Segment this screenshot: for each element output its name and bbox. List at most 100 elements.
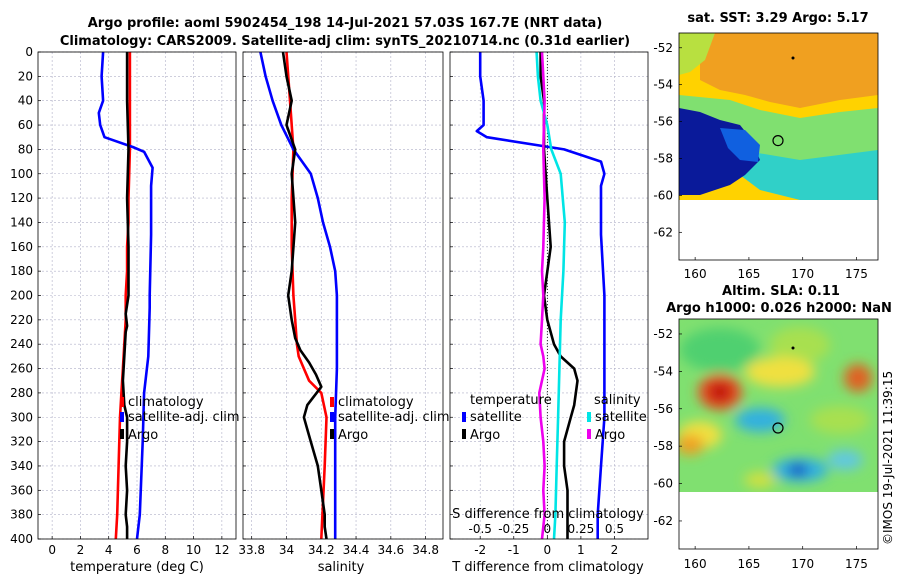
sla-blob (735, 408, 785, 432)
y-tick-label: 320 (10, 435, 33, 449)
map-x-tick-label: 160 (684, 267, 707, 281)
legend-satellite-swatch (330, 412, 334, 422)
figure-title-line1: Argo profile: aoml 5902454_198 14-Jul-20… (88, 16, 603, 31)
series-line-satellite-adj-clim (97, 51, 154, 540)
difference-legend: temperature satellite Argo salinity sate… (462, 393, 647, 443)
series-line-argo (281, 51, 328, 540)
top-x-tick-label: 0.5 (605, 522, 624, 536)
legend-satellite-label: satellite-adj. clim (338, 410, 450, 425)
sla-blob (827, 450, 863, 470)
x-tick-label: 10 (186, 543, 201, 557)
y-tick-label: 120 (10, 191, 33, 205)
plot-frame (242, 51, 444, 540)
y-tick-label: 200 (10, 289, 33, 303)
sla-blob (810, 406, 870, 434)
map-y-tick-label: -60 (653, 477, 673, 491)
map-x-tick-label: 175 (845, 557, 868, 571)
sla-blob (680, 328, 760, 372)
salinity-xlabel: salinity (318, 560, 365, 575)
sla-blob (788, 464, 808, 476)
sla-map-title-line2: Argo h1000: 0.026 h2000: NaN (666, 301, 892, 316)
sst-cyan-region (740, 150, 878, 200)
difference-xlabel: T difference from climatology (451, 560, 644, 575)
map-x-tick-label: 165 (737, 557, 760, 571)
x-tick-label: 2 (611, 543, 619, 557)
legend-s-satellite-label: satellite (595, 410, 647, 425)
sst-cool-region (679, 95, 878, 170)
x-tick-label: 0 (48, 543, 56, 557)
y-tick-label: 40 (18, 94, 33, 108)
sst-warm-region (700, 33, 878, 108)
imos-credit: ©IMOS 19-Jul-2021 11:39:15 (881, 371, 895, 545)
sla-blob (679, 435, 704, 455)
y-tick-label: 340 (10, 459, 33, 473)
legend-satellite-swatch (120, 412, 124, 422)
map-x-tick-label: 165 (737, 267, 760, 281)
sst-argo-marker (772, 135, 784, 147)
map-y-tick-label: -56 (653, 402, 673, 416)
map-y-tick-label: -58 (653, 439, 673, 453)
y-tick-label: 160 (10, 240, 33, 254)
sst-map (678, 32, 879, 261)
top-x-tick-label: -0.25 (498, 522, 529, 536)
sla-map (678, 318, 879, 550)
top-x-tick-label: 0.25 (568, 522, 595, 536)
sla-blob (744, 472, 776, 488)
x-tick-label: 34.4 (343, 543, 370, 557)
legend-s-satellite-swatch (587, 412, 591, 422)
legend-t-satellite-label: satellite (470, 410, 522, 425)
legend-salinity-title: salinity (594, 393, 641, 408)
map-axes: 160 165 170 175 -52 -54 -56 -58 -60 -62 160 165 170 1… (653, 41, 868, 571)
difference-panel: -2 -1 0 1 2-0.5 -0.25 0 0.25 0.5 (449, 51, 649, 557)
x-tick-label: 34.8 (412, 543, 439, 557)
x-tick-label: 33.8 (238, 543, 265, 557)
map-y-tick-label: -52 (653, 327, 673, 341)
sla-blob (708, 382, 732, 402)
y-tick-label: 220 (10, 313, 33, 327)
salinity-legend: climatology satellite-adj. clim Argo (330, 395, 450, 443)
y-tick-label: 140 (10, 215, 33, 229)
x-tick-label: 34.6 (377, 543, 404, 557)
temperature-panel: 0204060801001201401601802002202402602803… (10, 45, 237, 557)
map-y-tick-label: -58 (653, 151, 673, 165)
sst-small-marker (791, 56, 795, 60)
sst-green-region (679, 33, 715, 75)
map-y-tick-label: -62 (653, 225, 673, 239)
sla-blob (844, 364, 872, 392)
y-tick-label: 100 (10, 167, 33, 181)
legend-argo-label: Argo (128, 428, 158, 443)
map-x-tick-label: 170 (791, 557, 814, 571)
y-tick-label: 180 (10, 264, 33, 278)
difference-top-xlabel: S difference from climatology (452, 507, 644, 522)
plot-frame (37, 51, 237, 540)
top-x-tick-label: -0.5 (468, 522, 491, 536)
x-tick-label: 6 (133, 543, 141, 557)
y-tick-label: 400 (10, 532, 33, 546)
legend-argo-swatch (120, 429, 124, 439)
sst-map-frame (678, 32, 879, 261)
series-line-s-satellite (535, 51, 567, 540)
map-y-tick-label: -60 (653, 188, 673, 202)
sst-land-mask (679, 200, 878, 260)
legend-climatology-swatch (120, 397, 124, 407)
legend-s-argo-swatch (587, 429, 591, 439)
legend-t-argo-swatch (462, 429, 466, 439)
map-y-tick-label: -62 (653, 514, 673, 528)
sla-small-marker (791, 346, 795, 350)
series-line-s-argo (537, 51, 546, 540)
sla-land-mask (679, 492, 878, 549)
y-tick-label: 280 (10, 386, 33, 400)
map-y-tick-label: -54 (653, 78, 673, 92)
sst-blue-patch (720, 128, 760, 162)
legend-argo-swatch (330, 429, 334, 439)
legend-climatology-label: climatology (128, 395, 204, 410)
legend-t-satellite-swatch (462, 412, 466, 422)
legend-temperature-title: temperature (470, 393, 552, 408)
y-tick-label: 260 (10, 362, 33, 376)
sst-map-title: sat. SST: 3.29 Argo: 5.17 (687, 11, 868, 26)
temperature-legend: climatology satellite-adj. clim Argo (120, 395, 240, 443)
map-x-tick-label: 160 (684, 557, 707, 571)
sla-field (679, 319, 878, 549)
plot-frame (449, 51, 649, 540)
